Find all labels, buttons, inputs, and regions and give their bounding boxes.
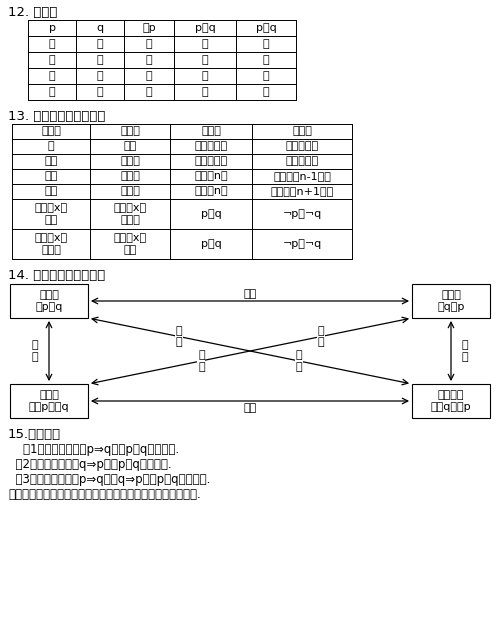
Text: 原结论: 原结论 [201, 127, 221, 137]
Text: p且q: p且q [200, 239, 222, 249]
Text: （2）必要条件：若q⇒p，则p是q必要条件.: （2）必要条件：若q⇒p，则p是q必要条件. [8, 458, 172, 471]
Text: 真: 真 [146, 87, 152, 97]
Text: 原结论: 原结论 [41, 127, 61, 137]
Bar [412, 384, 490, 418]
Text: 非p: 非p [142, 23, 156, 33]
Text: 不成立: 不成立 [41, 245, 61, 255]
Text: 小于: 小于 [44, 186, 58, 196]
Text: 注：如果甲是乙的充分条件，则乙是甲的必要条件；反之亦然.: 注：如果甲是乙的充分条件，则乙是甲的必要条件；反之亦然. [8, 488, 201, 501]
Text: ¬p或¬q: ¬p或¬q [282, 239, 322, 249]
Text: 成立: 成立 [124, 245, 136, 255]
Bar [10, 284, 88, 318]
Text: 至多有一个: 至多有一个 [194, 156, 228, 166]
Text: （1）充分条件：若p⇒q，则p是q充分条件.: （1）充分条件：若p⇒q，则p是q充分条件. [8, 443, 179, 456]
FancyArrowPatch shape [448, 322, 454, 380]
Text: 存在某x，: 存在某x， [114, 233, 146, 243]
Text: 真: 真 [202, 39, 208, 49]
Text: 互
否: 互 否 [462, 340, 468, 362]
Text: 假: 假 [146, 55, 152, 65]
Text: 真: 真 [48, 39, 56, 49]
Bar [10, 384, 88, 418]
Text: 原命题: 原命题 [39, 290, 59, 300]
Text: 15.充要条件: 15.充要条件 [8, 428, 61, 441]
Text: 若非p则非q: 若非p则非q [28, 402, 70, 412]
Text: 假: 假 [96, 55, 103, 65]
Text: 假: 假 [202, 87, 208, 97]
Text: 真: 真 [48, 55, 56, 65]
Text: 一个也没有: 一个也没有 [286, 142, 318, 152]
Text: 若非q则非p: 若非q则非p [430, 402, 472, 412]
Text: 至少有两个: 至少有两个 [286, 156, 318, 166]
Text: 假: 假 [262, 71, 270, 81]
Bar [412, 284, 490, 318]
Text: 反设词: 反设词 [120, 127, 140, 137]
Text: 逆
否: 逆 否 [198, 350, 204, 372]
Text: 不都是: 不都是 [120, 156, 140, 166]
Text: p: p [48, 23, 56, 33]
Text: 若p则q: 若p则q [36, 302, 62, 312]
Text: 不大于: 不大于 [120, 171, 140, 181]
FancyArrowPatch shape [92, 398, 408, 404]
FancyArrowPatch shape [92, 317, 408, 385]
Text: 逆
否: 逆 否 [296, 350, 302, 372]
Text: 12. 真值表: 12. 真值表 [8, 6, 58, 19]
Text: 至少有（n+1）个: 至少有（n+1）个 [270, 186, 334, 196]
FancyArrowPatch shape [92, 298, 408, 304]
Text: 至少有n个: 至少有n个 [194, 171, 228, 181]
Text: 互
为: 互 为 [176, 325, 182, 347]
Text: 真: 真 [96, 39, 103, 49]
Text: 是: 是 [48, 142, 54, 152]
Text: 大于: 大于 [44, 171, 58, 181]
Text: 互逆: 互逆 [244, 403, 256, 413]
Text: 真: 真 [146, 71, 152, 81]
Text: 假: 假 [262, 55, 270, 65]
Text: 真: 真 [262, 39, 270, 49]
Text: 互逆: 互逆 [244, 289, 256, 299]
Text: （3）充要条件：若p⇒q，且q⇒p，则p是q充要条件.: （3）充要条件：若p⇒q，且q⇒p，则p是q充要条件. [8, 473, 210, 486]
Text: 对任何x，: 对任何x， [34, 233, 68, 243]
Text: 真: 真 [202, 71, 208, 81]
Text: 假: 假 [262, 87, 270, 97]
Text: 不是: 不是 [124, 142, 136, 152]
Text: 都是: 都是 [44, 156, 58, 166]
Text: 至多有（n-1）个: 至多有（n-1）个 [273, 171, 331, 181]
Text: 成立: 成立 [44, 215, 58, 225]
Text: 13. 常见结论的否定形式: 13. 常见结论的否定形式 [8, 110, 106, 123]
Text: 逆否命题: 逆否命题 [438, 390, 464, 400]
Text: 存在某x，: 存在某x， [114, 204, 146, 214]
Text: p且q: p且q [256, 23, 276, 33]
Text: q: q [96, 23, 103, 33]
Text: ¬p且¬q: ¬p且¬q [282, 209, 322, 219]
Text: p或q: p或q [200, 209, 222, 219]
Text: 互
为: 互 为 [318, 325, 324, 347]
Text: 假: 假 [146, 39, 152, 49]
Text: 若q则p: 若q则p [438, 302, 464, 312]
Text: 否命题: 否命题 [39, 390, 59, 400]
Text: 反设词: 反设词 [292, 127, 312, 137]
Text: 真: 真 [202, 55, 208, 65]
FancyArrowPatch shape [46, 322, 52, 380]
Text: 真: 真 [96, 71, 103, 81]
Text: 不成立: 不成立 [120, 215, 140, 225]
Text: 不小于: 不小于 [120, 186, 140, 196]
Text: 至多有n个: 至多有n个 [194, 186, 228, 196]
Text: 至少有一个: 至少有一个 [194, 142, 228, 152]
Text: 对所有x，: 对所有x， [34, 204, 68, 214]
Text: p或q: p或q [194, 23, 216, 33]
Text: 假: 假 [48, 71, 56, 81]
Text: 假: 假 [96, 87, 103, 97]
Text: 假: 假 [48, 87, 56, 97]
Text: 互
否: 互 否 [32, 340, 38, 362]
Text: 逆命题: 逆命题 [441, 290, 461, 300]
Text: 14. 四种命题的相互关系: 14. 四种命题的相互关系 [8, 269, 105, 282]
FancyArrowPatch shape [92, 317, 408, 385]
